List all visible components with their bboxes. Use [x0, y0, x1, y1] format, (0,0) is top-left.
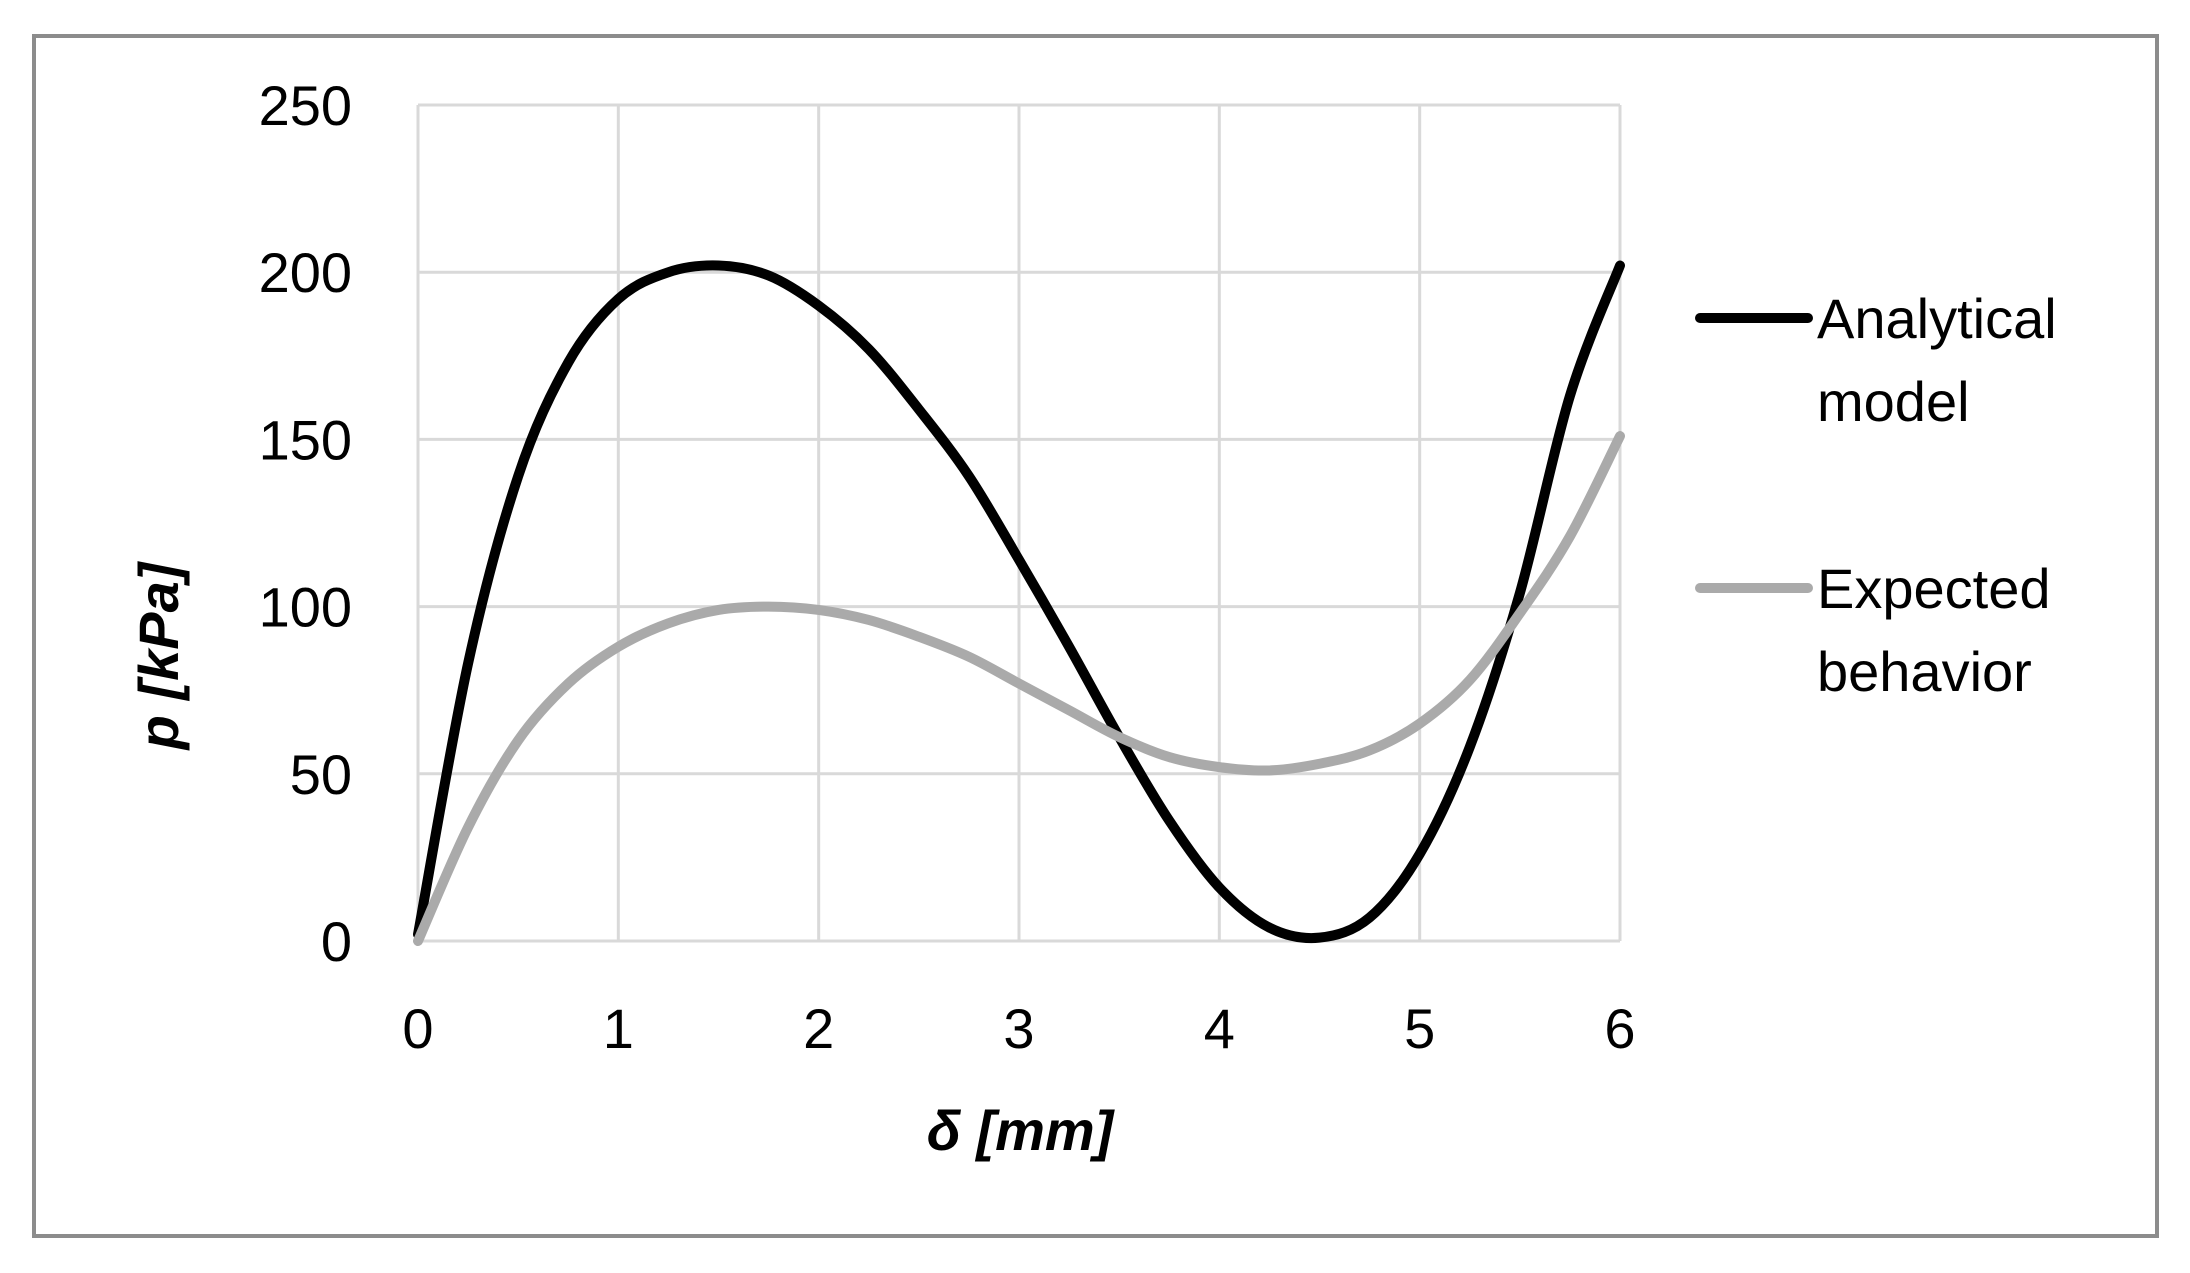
x-tick-label: 0: [402, 997, 433, 1060]
x-tick-label: 3: [1003, 997, 1034, 1060]
x-tick-label: 5: [1404, 997, 1435, 1060]
x-axis-title: δ [mm]: [927, 1099, 1116, 1162]
y-tick-label: 200: [259, 241, 352, 304]
series-line-analytical-model: [413, 260, 1625, 944]
y-tick-label: 50: [290, 743, 352, 806]
series-line-expected-behavior: [413, 431, 1625, 946]
y-axis-title: p [kPa]: [127, 560, 190, 751]
y-tick-labels: 0 50 100 150 200 250: [259, 74, 352, 973]
y-tick-label: 100: [259, 576, 352, 639]
y-tick-label: 0: [321, 910, 352, 973]
legend-label-analytical-model: Analytical model: [1817, 287, 2057, 433]
grid: [416, 103, 1622, 943]
y-tick-label: 150: [259, 408, 352, 471]
legend: Analytical model Expected behavior: [1695, 287, 2057, 703]
legend-label-expected-behavior: Expected behavior: [1817, 557, 2051, 703]
series-lines: [413, 260, 1625, 946]
y-tick-label: 250: [259, 74, 352, 137]
x-tick-label: 6: [1604, 997, 1635, 1060]
x-tick-label: 4: [1204, 997, 1235, 1060]
chart-frame: [32, 34, 2159, 1238]
x-tick-label: 2: [803, 997, 834, 1060]
x-tick-labels: 0 1 2 3 4 5 6: [402, 997, 1635, 1060]
x-tick-label: 1: [603, 997, 634, 1060]
